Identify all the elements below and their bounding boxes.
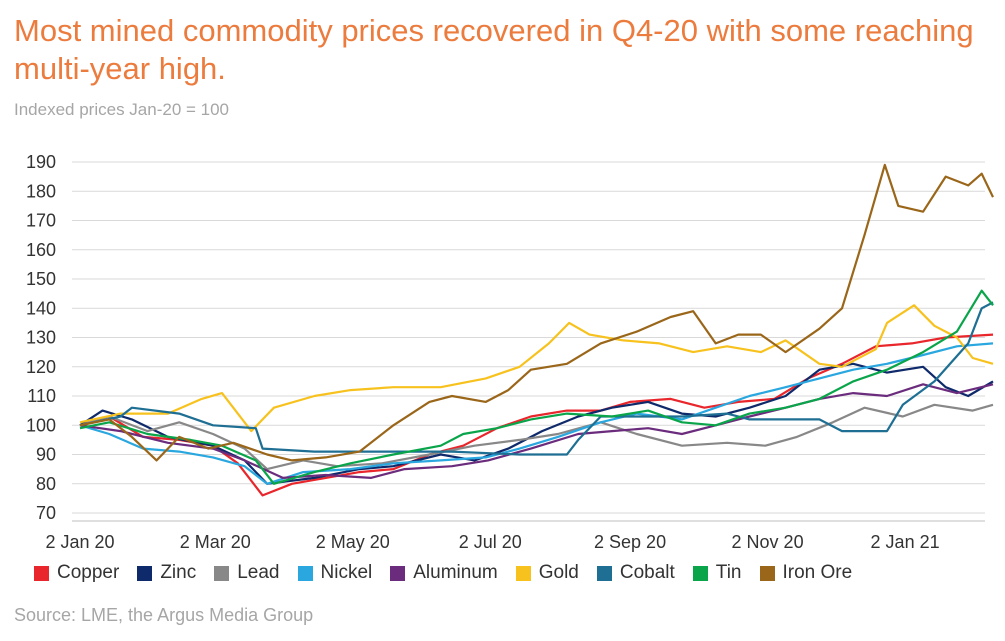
legend-label: Iron Ore xyxy=(782,562,853,583)
legend-label: Tin xyxy=(715,562,742,583)
series-line-tin xyxy=(79,289,994,485)
legend-item-zinc: Zinc xyxy=(137,562,196,584)
y-tick-label: 80 xyxy=(36,474,56,494)
chart-subtitle: Indexed prices Jan-20 = 100 xyxy=(14,100,230,119)
y-tick-label: 170 xyxy=(26,211,56,231)
y-tick-label: 180 xyxy=(26,181,56,201)
legend-item-cobalt: Cobalt xyxy=(596,562,675,584)
legend-swatch xyxy=(390,565,406,581)
y-tick-label: 100 xyxy=(26,415,56,435)
legend-label: Copper xyxy=(57,562,120,583)
series-line-nickel xyxy=(79,342,994,485)
series-line-iron-ore xyxy=(79,163,994,462)
chart-legend: Copper Zinc Lead Nickel Aluminum Gold Cobalt Ti… xyxy=(34,562,870,584)
x-tick-label: 2 Jan 20 xyxy=(45,532,114,552)
legend-swatch xyxy=(759,565,775,581)
legend-label: Gold xyxy=(538,562,579,583)
legend-swatch xyxy=(297,565,313,581)
y-tick-label: 140 xyxy=(26,298,56,318)
legend-swatch xyxy=(515,565,531,581)
legend-swatch xyxy=(692,565,708,581)
legend-label: Cobalt xyxy=(619,562,675,583)
series-line-aluminum xyxy=(79,383,994,479)
legend-swatch xyxy=(214,565,230,581)
series-line-lead xyxy=(79,403,994,471)
x-tick-label: 2 Mar 20 xyxy=(180,532,251,552)
x-tick-label: 2 Nov 20 xyxy=(732,532,804,552)
legend-item-iron-ore: Iron Ore xyxy=(759,562,853,584)
series-line-cobalt xyxy=(79,301,994,456)
legend-swatch xyxy=(137,565,153,581)
legend-label: Nickel xyxy=(320,562,373,583)
legend-item-aluminum: Aluminum xyxy=(390,562,498,584)
y-tick-label: 160 xyxy=(26,240,56,260)
y-tick-label: 120 xyxy=(26,357,56,377)
legend-item-lead: Lead xyxy=(214,562,280,584)
y-tick-label: 190 xyxy=(26,152,56,172)
y-tick-label: 110 xyxy=(27,386,56,406)
x-tick-label: 2 May 20 xyxy=(316,532,390,552)
legend-item-gold: Gold xyxy=(515,562,579,584)
legend-label: Zinc xyxy=(160,562,197,583)
chart-title: Most mined commodity prices recovered in… xyxy=(14,13,974,86)
series-line-zinc xyxy=(79,362,994,485)
legend-item-copper: Copper xyxy=(34,562,119,584)
y-tick-label: 130 xyxy=(26,328,56,348)
legend-swatch xyxy=(596,565,612,581)
x-tick-label: 2 Jul 20 xyxy=(459,532,522,552)
y-tick-label: 150 xyxy=(26,269,56,289)
y-tick-label: 70 xyxy=(36,503,56,523)
legend-item-nickel: Nickel xyxy=(297,562,373,584)
series-line-gold xyxy=(79,304,994,433)
legend-item-tin: Tin xyxy=(692,562,742,584)
y-tick-label: 90 xyxy=(36,445,56,465)
series-line-copper xyxy=(79,333,994,497)
legend-swatch xyxy=(34,565,49,581)
legend-label: Lead xyxy=(237,562,280,583)
chart-source: Source: LME, the Argus Media Group xyxy=(14,605,314,625)
x-tick-label: 2 Sep 20 xyxy=(594,532,666,552)
x-tick-label: 2 Jan 21 xyxy=(871,532,940,552)
legend-label: Aluminum xyxy=(413,562,498,583)
